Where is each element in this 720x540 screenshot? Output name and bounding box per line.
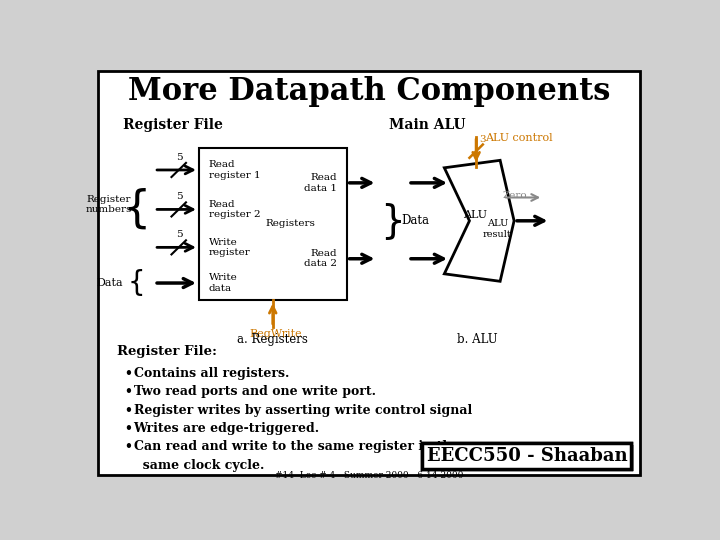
Text: Register File:: Register File: (117, 346, 217, 359)
Text: Register
numbers: Register numbers (85, 195, 132, 214)
Text: #14  Lec # 4   Summer 2000   6-14-2000: #14 Lec # 4 Summer 2000 6-14-2000 (275, 471, 463, 480)
Text: {: { (122, 187, 150, 230)
Text: •: • (125, 440, 132, 453)
Text: Data: Data (401, 214, 429, 227)
FancyBboxPatch shape (98, 71, 640, 475)
Bar (425, 446, 634, 471)
Text: EECC550 - Shaaban: EECC550 - Shaaban (427, 447, 627, 465)
Text: Contains all registers.: Contains all registers. (133, 367, 289, 380)
Text: Registers: Registers (266, 219, 315, 228)
Text: Main ALU: Main ALU (389, 118, 465, 132)
Text: a. Registers: a. Registers (238, 333, 308, 346)
Polygon shape (444, 160, 514, 281)
Text: Write
register: Write register (209, 238, 251, 257)
Text: Read
register 2: Read register 2 (209, 200, 261, 219)
Text: b. ALU: b. ALU (457, 333, 498, 346)
Text: Read
register 1: Read register 1 (209, 160, 261, 180)
Text: ALU control: ALU control (485, 133, 553, 143)
Text: same clock cycle.: same clock cycle. (133, 458, 264, 471)
Text: •: • (125, 386, 132, 399)
Text: Writes are edge-triggered.: Writes are edge-triggered. (133, 422, 320, 435)
Text: Can read and write to the same register in the: Can read and write to the same register … (133, 440, 459, 453)
Text: 3: 3 (479, 134, 485, 144)
Text: Zero: Zero (503, 191, 528, 200)
Text: Read
data 2: Read data 2 (304, 249, 337, 268)
Bar (199, 148, 347, 300)
Text: RegWrite: RegWrite (249, 329, 302, 339)
Text: Data: Data (96, 278, 123, 288)
Text: ALU
result: ALU result (483, 219, 512, 239)
Bar (422, 443, 631, 469)
Text: {: { (127, 269, 145, 297)
Text: Register writes by asserting write control signal: Register writes by asserting write contr… (133, 404, 472, 417)
Text: 5: 5 (176, 192, 183, 201)
Text: Write
data: Write data (209, 273, 238, 293)
Text: ALU: ALU (463, 210, 487, 220)
Text: More Datapath Components: More Datapath Components (128, 76, 610, 107)
Text: 5: 5 (176, 230, 183, 239)
Text: •: • (125, 422, 132, 435)
Text: 5: 5 (176, 153, 183, 161)
Text: •: • (125, 404, 132, 417)
Text: Two read ports and one write port.: Two read ports and one write port. (133, 386, 376, 399)
Text: }: } (380, 202, 405, 240)
Text: •: • (125, 367, 132, 380)
Text: Read
data 1: Read data 1 (304, 173, 337, 193)
Text: Register File: Register File (124, 118, 223, 132)
Bar (422, 443, 631, 469)
